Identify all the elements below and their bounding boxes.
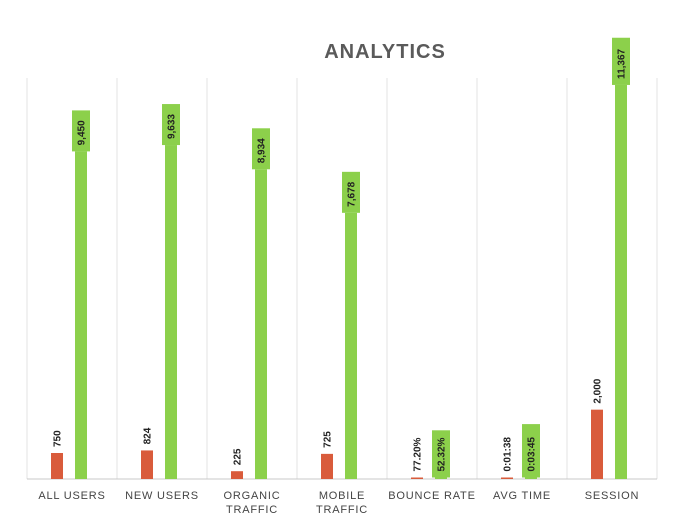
data-label-box xyxy=(342,171,360,213)
category-label: MOBILE xyxy=(319,490,365,502)
data-label-box xyxy=(522,424,540,478)
bars xyxy=(51,84,627,479)
data-label-series-2: 0:03:45 xyxy=(522,424,540,478)
category-label: TRAFFIC xyxy=(226,504,278,515)
category-label: TRAFFIC xyxy=(316,504,368,515)
category-label: BOUNCE RATE xyxy=(388,490,475,502)
data-label-text: 225 xyxy=(233,448,244,465)
data-label-text: 2,000 xyxy=(593,378,604,403)
data-label-series-1: 824 xyxy=(143,427,154,444)
data-label-box xyxy=(432,430,450,478)
bar-series-1 xyxy=(231,471,243,479)
data-label-box xyxy=(72,110,90,152)
data-label-text: 0:01:38 xyxy=(503,437,514,472)
category-label: AVG TIME xyxy=(493,490,551,502)
category-label: ORGANIC xyxy=(224,490,281,502)
data-label-series-2: 7,678 xyxy=(342,171,360,213)
data-label-text: 77.20% xyxy=(413,437,424,471)
category-label: SESSION xyxy=(585,490,640,502)
data-label-series-1: 0:01:38 xyxy=(503,437,514,472)
bar-series-1 xyxy=(321,453,333,479)
data-label-text: 9,633 xyxy=(167,114,178,139)
bar-series-2 xyxy=(75,151,87,479)
bar-series-2 xyxy=(525,477,537,479)
bar-series-2 xyxy=(165,145,177,479)
data-label-text: 750 xyxy=(53,430,64,447)
data-label-series-1: 2,000 xyxy=(593,378,604,403)
data-label-text: 0:03:45 xyxy=(527,437,538,472)
bar-series-1 xyxy=(51,453,63,479)
bar-series-1 xyxy=(141,450,153,479)
data-label-box xyxy=(252,128,270,170)
chart-title: ANALYTICS xyxy=(324,41,446,63)
data-label-series-2: 52.32% xyxy=(432,430,450,478)
data-label-box xyxy=(162,104,180,146)
data-labels: 750 824 225 725 77.20% 0:01:38 2,000 9,450 9,633… xyxy=(53,37,630,478)
data-label-text: 7,678 xyxy=(347,181,358,206)
data-label-series-1: 750 xyxy=(53,430,64,447)
data-label-series-1: 77.20% xyxy=(413,437,424,471)
data-label-series-2: 11,367 xyxy=(612,37,630,85)
bar-series-1 xyxy=(591,409,603,479)
bar-series-2 xyxy=(345,212,357,479)
data-label-series-2: 9,450 xyxy=(72,110,90,152)
bar-series-2 xyxy=(615,84,627,479)
grid-lines xyxy=(26,78,658,480)
data-label-series-2: 9,633 xyxy=(162,104,180,146)
category-labels: ALL USERS NEW USERS ORGANIC TRAFFIC MOBILE TR… xyxy=(38,490,640,516)
data-label-text: 52.32% xyxy=(437,437,448,471)
data-label-text: 8,934 xyxy=(257,138,268,163)
bar-series-2 xyxy=(435,477,447,479)
bar-series-2 xyxy=(255,169,267,479)
data-label-series-2: 8,934 xyxy=(252,128,270,170)
category-label: ALL USERS xyxy=(38,490,105,502)
data-label-text: 824 xyxy=(143,427,154,444)
data-label-text: 11,367 xyxy=(617,48,628,78)
data-label-text: 9,450 xyxy=(77,120,88,145)
bar-series-1 xyxy=(501,477,513,479)
bar-series-1 xyxy=(411,477,423,479)
data-label-text: 725 xyxy=(323,431,334,448)
data-label-box xyxy=(612,37,630,85)
category-label: NEW USERS xyxy=(125,490,199,502)
data-label-series-1: 225 xyxy=(233,448,244,465)
data-label-series-1: 725 xyxy=(323,431,334,448)
